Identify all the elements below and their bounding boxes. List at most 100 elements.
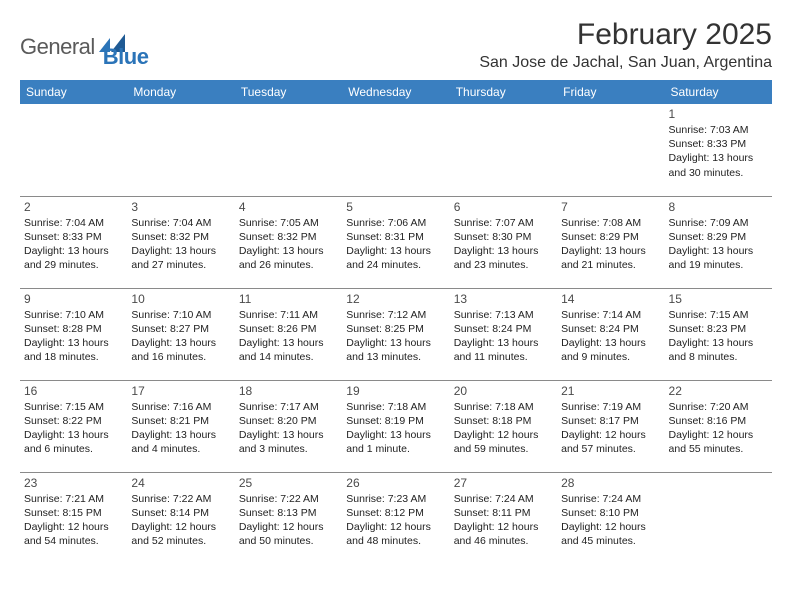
calendar-week-row: 2Sunrise: 7:04 AMSunset: 8:33 PMDaylight… — [20, 196, 772, 288]
daylight-line: Daylight: 12 hours and 46 minutes. — [454, 520, 553, 548]
sunset-line: Sunset: 8:19 PM — [346, 414, 445, 428]
calendar-day-cell: 18Sunrise: 7:17 AMSunset: 8:20 PMDayligh… — [235, 380, 342, 472]
day-number: 2 — [24, 200, 123, 214]
calendar-day-cell: 26 Sunrise: 7:23 AMSunset: 8:12 PMDayligh… — [342, 472, 449, 564]
day-info: Sunrise: 7:24 AMSunset: 8:10 PMDaylight:… — [561, 492, 660, 549]
day-header-row: SundayMondayTuesdayWednesdayThursdayFrid… — [20, 80, 772, 104]
day-number: 12 — [346, 292, 445, 306]
day-info: Sunrise: 7:15 AMSunset: 8:23 PMDaylight:… — [669, 308, 768, 365]
daylight-line: Daylight: 12 hours and 59 minutes. — [454, 428, 553, 456]
calendar-day-cell: 17Sunrise: 7:16 AMSunset: 8:21 PMDayligh… — [127, 380, 234, 472]
day-number: 11 — [239, 292, 338, 306]
sunset-line: Sunset: 8:29 PM — [561, 230, 660, 244]
calendar-empty-cell — [665, 472, 772, 564]
calendar-day-cell: 2 Sunrise: 7:04 AMSunset: 8:33 PMDaylight… — [20, 196, 127, 288]
day-info: Sunrise: 7:15 AMSunset: 8:22 PMDaylight:… — [24, 400, 123, 457]
day-number: 6 — [454, 200, 553, 214]
calendar-day-cell: 13Sunrise: 7:13 AMSunset: 8:24 PMDayligh… — [450, 288, 557, 380]
sunset-line: Sunset: 8:15 PM — [24, 506, 123, 520]
daylight-line: Daylight: 13 hours and 18 minutes. — [24, 336, 123, 364]
day-number: 10 — [131, 292, 230, 306]
day-number: 26 — [346, 476, 445, 490]
daylight-line: Daylight: 13 hours and 27 minutes. — [131, 244, 230, 272]
day-info: Sunrise: 7:24 AMSunset: 8:11 PMDaylight:… — [454, 492, 553, 549]
calendar-day-cell: 19Sunrise: 7:18 AMSunset: 8:19 PMDayligh… — [342, 380, 449, 472]
day-info: Sunrise: 7:10 AMSunset: 8:28 PMDaylight:… — [24, 308, 123, 365]
day-info: Sunrise: 7:22 AMSunset: 8:13 PMDaylight:… — [239, 492, 338, 549]
sunset-line: Sunset: 8:23 PM — [669, 322, 768, 336]
day-number: 3 — [131, 200, 230, 214]
calendar-day-cell: 9Sunrise: 7:10 AMSunset: 8:28 PMDaylight… — [20, 288, 127, 380]
calendar-day-cell: 23Sunrise: 7:21 AMSunset: 8:15 PMDayligh… — [20, 472, 127, 564]
calendar-day-cell: 10 Sunrise: 7:10 AMSunset: 8:27 PMDayligh… — [127, 288, 234, 380]
sunset-line: Sunset: 8:27 PM — [131, 322, 230, 336]
sunrise-line: Sunrise: 7:10 AM — [24, 308, 123, 322]
day-header: Thursday — [450, 80, 557, 104]
sunrise-line: Sunrise: 7:18 AM — [346, 400, 445, 414]
sunrise-line: Sunrise: 7:19 AM — [561, 400, 660, 414]
sunrise-line: Sunrise: 7:22 AM — [239, 492, 338, 506]
sunrise-line: Sunrise: 7:04 AM — [24, 216, 123, 230]
daylight-line: Daylight: 13 hours and 9 minutes. — [561, 336, 660, 364]
sunset-line: Sunset: 8:33 PM — [24, 230, 123, 244]
calendar-empty-cell — [20, 104, 127, 196]
calendar-day-cell: 1Sunrise: 7:03 AMSunset: 8:33 PMDaylight… — [665, 104, 772, 196]
daylight-line: Daylight: 13 hours and 29 minutes. — [24, 244, 123, 272]
calendar-day-cell: 15 Sunrise: 7:15 AMSunset: 8:23 PMDayligh… — [665, 288, 772, 380]
daylight-line: Daylight: 13 hours and 4 minutes. — [131, 428, 230, 456]
sunrise-line: Sunrise: 7:12 AM — [346, 308, 445, 322]
sunrise-line: Sunrise: 7:21 AM — [24, 492, 123, 506]
daylight-line: Daylight: 13 hours and 6 minutes. — [24, 428, 123, 456]
brand-text-general: General — [20, 34, 95, 60]
sunset-line: Sunset: 8:29 PM — [669, 230, 768, 244]
page-header: General Blue February 2025 San Jose de J… — [20, 18, 772, 72]
calendar-day-cell: 25Sunrise: 7:22 AMSunset: 8:13 PMDayligh… — [235, 472, 342, 564]
calendar-day-cell: 24Sunrise: 7:22 AMSunset: 8:14 PMDayligh… — [127, 472, 234, 564]
daylight-line: Daylight: 13 hours and 30 minutes. — [669, 151, 768, 179]
sunrise-line: Sunrise: 7:03 AM — [669, 123, 768, 137]
day-header: Friday — [557, 80, 664, 104]
sunset-line: Sunset: 8:32 PM — [239, 230, 338, 244]
sunrise-line: Sunrise: 7:13 AM — [454, 308, 553, 322]
daylight-line: Daylight: 12 hours and 54 minutes. — [24, 520, 123, 548]
sunrise-line: Sunrise: 7:22 AM — [131, 492, 230, 506]
calendar-week-row: 23Sunrise: 7:21 AMSunset: 8:15 PMDayligh… — [20, 472, 772, 564]
day-info: Sunrise: 7:21 AMSunset: 8:15 PMDaylight:… — [24, 492, 123, 549]
day-info: Sunrise: 7:11 AMSunset: 8:26 PMDaylight:… — [239, 308, 338, 365]
calendar-day-cell: 3Sunrise: 7:04 AMSunset: 8:32 PMDaylight… — [127, 196, 234, 288]
sunrise-line: Sunrise: 7:24 AM — [454, 492, 553, 506]
sunrise-line: Sunrise: 7:09 AM — [669, 216, 768, 230]
calendar-day-cell: 27 Sunrise: 7:24 AMSunset: 8:11 PMDayligh… — [450, 472, 557, 564]
day-info: Sunrise: 7:23 AMSunset: 8:12 PMDaylight:… — [346, 492, 445, 549]
calendar-empty-cell — [342, 104, 449, 196]
day-info: Sunrise: 7:07 AMSunset: 8:30 PMDaylight:… — [454, 216, 553, 273]
month-title: February 2025 — [479, 18, 772, 52]
sunrise-line: Sunrise: 7:06 AM — [346, 216, 445, 230]
calendar-empty-cell — [235, 104, 342, 196]
daylight-line: Daylight: 13 hours and 19 minutes. — [669, 244, 768, 272]
daylight-line: Daylight: 13 hours and 16 minutes. — [131, 336, 230, 364]
day-number: 5 — [346, 200, 445, 214]
daylight-line: Daylight: 13 hours and 21 minutes. — [561, 244, 660, 272]
day-info: Sunrise: 7:05 AMSunset: 8:32 PMDaylight:… — [239, 216, 338, 273]
day-number: 15 — [669, 292, 768, 306]
daylight-line: Daylight: 13 hours and 8 minutes. — [669, 336, 768, 364]
day-info: Sunrise: 7:19 AMSunset: 8:17 PMDaylight:… — [561, 400, 660, 457]
day-number: 4 — [239, 200, 338, 214]
daylight-line: Daylight: 13 hours and 3 minutes. — [239, 428, 338, 456]
day-number: 27 — [454, 476, 553, 490]
sunset-line: Sunset: 8:26 PM — [239, 322, 338, 336]
day-info: Sunrise: 7:08 AMSunset: 8:29 PMDaylight:… — [561, 216, 660, 273]
sunset-line: Sunset: 8:13 PM — [239, 506, 338, 520]
calendar-table: SundayMondayTuesdayWednesdayThursdayFrid… — [20, 80, 772, 564]
calendar-empty-cell — [450, 104, 557, 196]
day-info: Sunrise: 7:10 AMSunset: 8:27 PMDaylight:… — [131, 308, 230, 365]
calendar-week-row: 9Sunrise: 7:10 AMSunset: 8:28 PMDaylight… — [20, 288, 772, 380]
day-info: Sunrise: 7:20 AMSunset: 8:16 PMDaylight:… — [669, 400, 768, 457]
sunrise-line: Sunrise: 7:23 AM — [346, 492, 445, 506]
day-info: Sunrise: 7:18 AMSunset: 8:18 PMDaylight:… — [454, 400, 553, 457]
day-number: 18 — [239, 384, 338, 398]
calendar-day-cell: 20 Sunrise: 7:18 AMSunset: 8:18 PMDayligh… — [450, 380, 557, 472]
day-number: 20 — [454, 384, 553, 398]
daylight-line: Daylight: 13 hours and 26 minutes. — [239, 244, 338, 272]
